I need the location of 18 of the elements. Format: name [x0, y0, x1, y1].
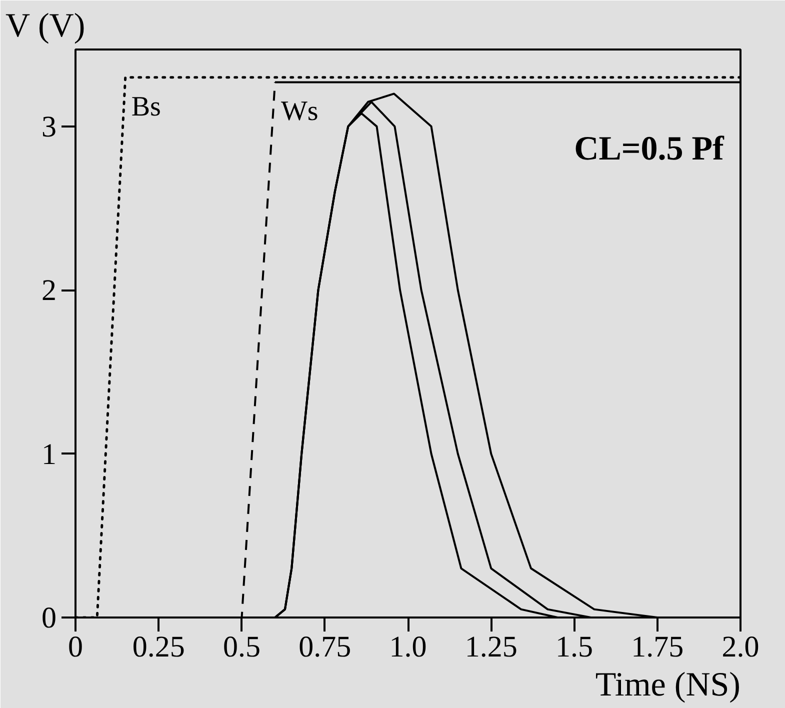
y-axis-title: V (V): [6, 8, 86, 44]
y-tick-label: 2: [42, 274, 56, 308]
series-label: Bs: [131, 91, 161, 122]
x-tick-label: 1.75: [631, 630, 684, 664]
x-tick-label: 0: [68, 630, 83, 664]
annotation: CL=0.5 Pf: [574, 130, 725, 168]
y-tick-label: 1: [42, 438, 56, 471]
y-tick-label: 3: [42, 110, 56, 144]
x-tick-label: 2.0: [722, 630, 760, 664]
x-tick-label: 0.25: [132, 630, 185, 664]
x-axis-title: Time (NS): [595, 666, 741, 704]
x-tick-label: 0.75: [298, 630, 352, 664]
x-tick-label: 1.25: [464, 630, 518, 664]
x-tick-label: 1.5: [556, 630, 593, 664]
series-label: Ws: [281, 96, 318, 128]
y-tick-label: 0: [42, 602, 56, 634]
x-tick-label: 0.5: [223, 630, 260, 664]
x-tick-label: 1.0: [389, 630, 427, 664]
